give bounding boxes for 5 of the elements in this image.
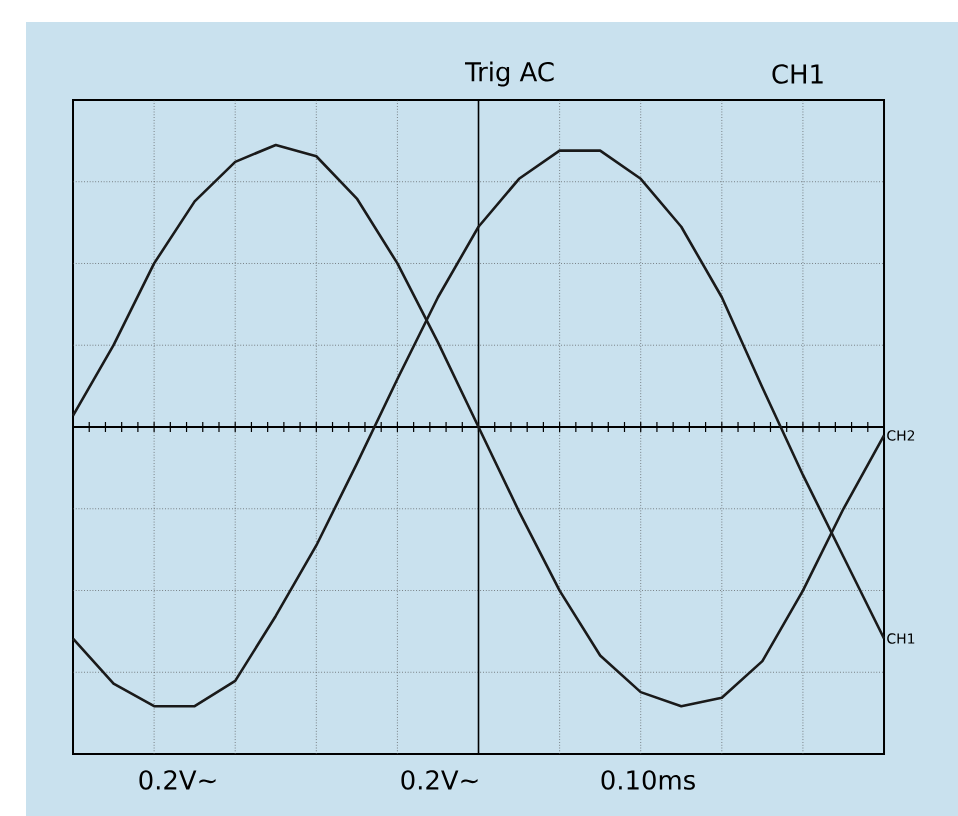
text: 0.10ms (601, 770, 695, 790)
text: 0.2V~ (401, 770, 478, 790)
text: Trig AC (465, 61, 554, 87)
text: 0.2V~ (139, 770, 216, 790)
text: CH1 (772, 64, 823, 84)
